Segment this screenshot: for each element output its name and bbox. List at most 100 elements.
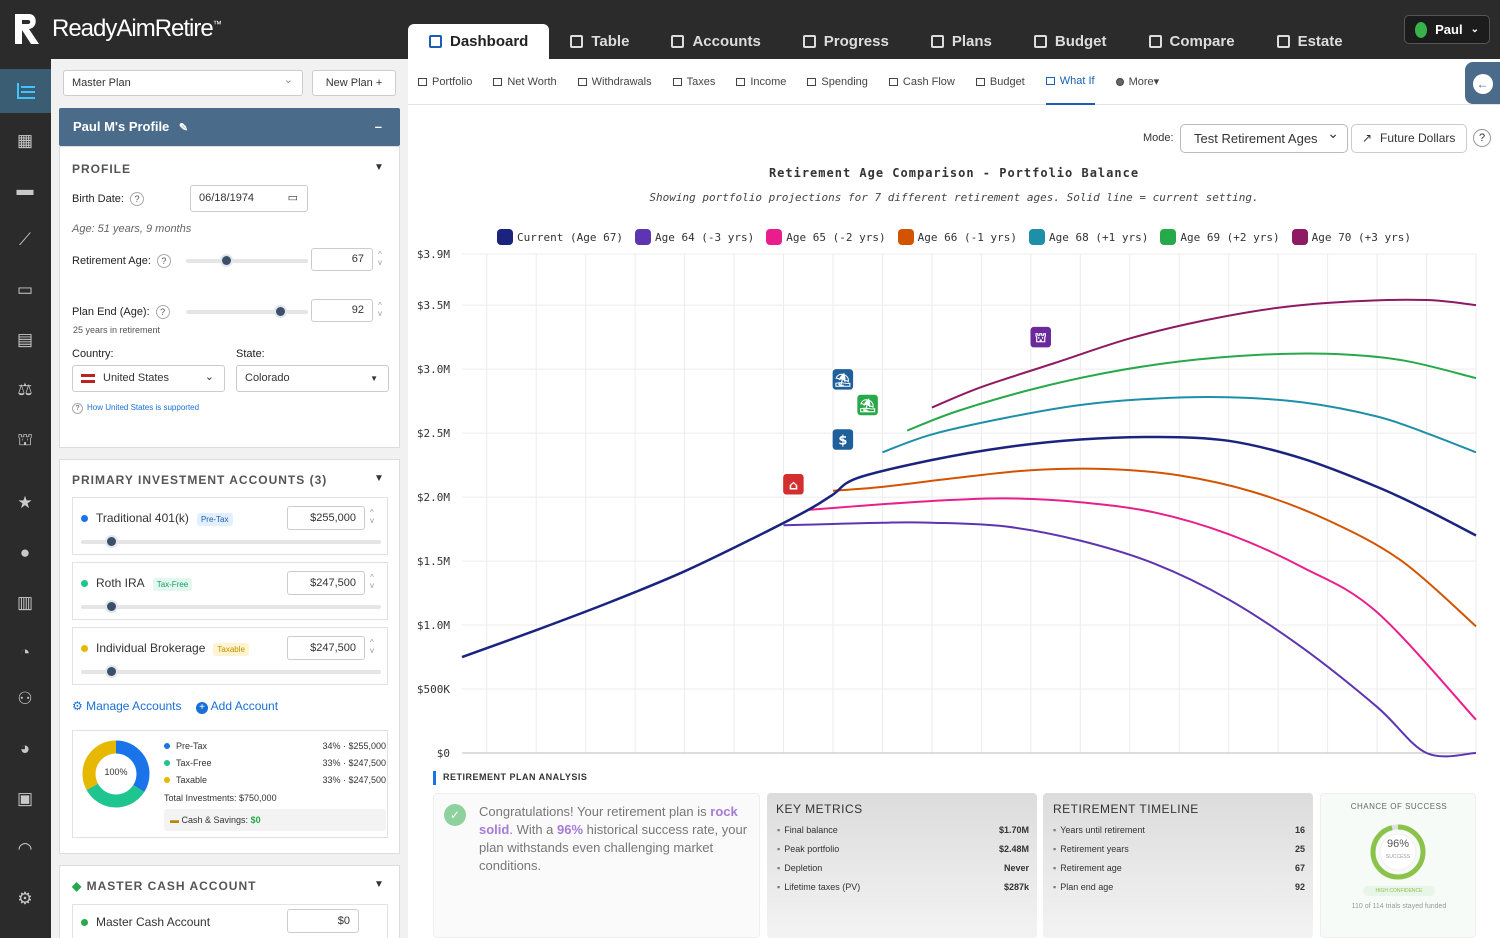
retirement-age-slider[interactable]: [186, 259, 308, 263]
add-account-link[interactable]: + Add Account: [196, 699, 278, 714]
gift-icon[interactable]: ▣: [16, 789, 34, 808]
edit-icon[interactable]: ✎: [178, 122, 189, 134]
profile-header[interactable]: Paul M's Profile ✎ –: [59, 108, 400, 146]
palette-icon[interactable]: ◕: [19, 739, 31, 758]
broadcast-icon[interactable]: ◔: [19, 643, 31, 662]
nav-tab-table[interactable]: Table: [549, 24, 650, 59]
stepper-icon[interactable]: ^ v: [378, 301, 382, 318]
collapse-panel-button[interactable]: ←: [1465, 62, 1500, 104]
caret-down-icon[interactable]: ▼: [374, 162, 384, 173]
nav-tab-dashboard[interactable]: Dashboard: [408, 24, 550, 59]
dollar-icon[interactable]: $: [831, 427, 855, 452]
retirement-age-input[interactable]: 67: [311, 248, 373, 271]
metric-value: $287k: [1003, 882, 1029, 892]
nav-tab-budget[interactable]: Budget: [1013, 24, 1128, 59]
help-icon[interactable]: ?: [156, 254, 171, 268]
nav-tab-plans[interactable]: Plans: [910, 24, 1013, 59]
help-button[interactable]: ?: [1473, 129, 1491, 147]
plan-end-input[interactable]: 92: [311, 299, 373, 322]
calendar-icon[interactable]: ▭: [287, 192, 298, 204]
logo[interactable]: ReadyAimRetire™: [12, 12, 222, 46]
birth-date-input[interactable]: 06/18/1974 ▭: [190, 185, 308, 212]
legend-item[interactable]: Age 70 (+3 yrs): [1291, 229, 1411, 245]
support-link[interactable]: ? How United States is supported: [72, 403, 199, 414]
subnav-tab-withdrawals[interactable]: Withdrawals: [577, 59, 652, 105]
master-cash-input[interactable]: $0: [287, 909, 359, 933]
user-menu-button[interactable]: Paul ⌄: [1404, 15, 1490, 44]
plan-end-knob[interactable]: [274, 305, 287, 318]
account-slider-knob[interactable]: [105, 600, 118, 613]
help-icon[interactable]: ?: [129, 192, 144, 206]
legend-item[interactable]: Age 66 (-1 yrs): [897, 229, 1017, 245]
palm-icon[interactable]: ⛱: [831, 367, 855, 392]
state-select[interactable]: Colorado ▼: [236, 365, 389, 392]
chart-line-icon[interactable]: ⟋: [19, 230, 31, 249]
help-icon[interactable]: ?: [155, 305, 170, 319]
chart-title: Retirement Age Comparison - Portfolio Ba…: [768, 166, 1140, 180]
account-slider[interactable]: [81, 540, 381, 544]
subnav-tab-spending[interactable]: Spending: [807, 59, 868, 105]
trend-icon: ▪: [777, 844, 781, 854]
headset-icon[interactable]: ◠: [17, 839, 33, 858]
account-slider-knob[interactable]: [105, 665, 118, 678]
nav-tab-progress[interactable]: Progress: [782, 24, 910, 59]
stepper-icon[interactable]: ^ v: [370, 638, 374, 655]
retirement-age-knob[interactable]: [220, 254, 233, 267]
nav-tab-estate[interactable]: Estate: [1256, 24, 1364, 59]
nav-tab-accounts[interactable]: Accounts: [650, 24, 781, 59]
mode-select[interactable]: Test Retirement Ages: [1180, 120, 1348, 153]
palm-icon[interactable]: ⛱: [855, 393, 880, 417]
legend-item[interactable]: Age 64 (-3 yrs): [634, 229, 754, 245]
legend-item[interactable]: Current (Age 67): [496, 229, 623, 245]
account-slider-knob[interactable]: [105, 535, 118, 548]
subnav-tab-portfolio[interactable]: Portfolio: [418, 59, 472, 105]
manage-accounts-link[interactable]: ⚙ Manage Accounts: [72, 699, 182, 713]
house-icon[interactable]: ⌂: [781, 472, 806, 497]
star-icon[interactable]: ★: [17, 493, 33, 512]
scale-icon[interactable]: ⚖: [17, 380, 33, 399]
folder-icon[interactable]: ▭: [16, 280, 34, 299]
stepper-icon[interactable]: ^ v: [370, 573, 374, 590]
subnav-tab-taxes[interactable]: Taxes: [672, 59, 715, 105]
new-plan-button[interactable]: New Plan +: [312, 70, 396, 96]
collapse-profile-button[interactable]: –: [374, 119, 382, 134]
legend-item[interactable]: Age 68 (+1 yrs): [1028, 229, 1148, 245]
caret-down-icon[interactable]: ▼: [374, 879, 384, 890]
account-slider[interactable]: [81, 670, 381, 674]
allocation-label: Taxable: [176, 775, 208, 785]
table-icon[interactable]: ▦: [16, 131, 34, 150]
caret-down-icon[interactable]: ▼: [374, 473, 384, 484]
future-dollars-button[interactable]: ↗ Future Dollars: [1351, 124, 1467, 153]
nav-tab-label: Progress: [823, 33, 889, 50]
lightbulb-icon[interactable]: ●: [19, 543, 31, 562]
legend-item[interactable]: Age 69 (+2 yrs): [1160, 229, 1280, 245]
plan-end-slider[interactable]: [186, 310, 308, 314]
stepper-icon[interactable]: ^ v: [370, 508, 374, 525]
account-badge: Pre-Tax: [196, 513, 233, 526]
stepper-icon[interactable]: ^ v: [378, 250, 382, 267]
master-cash-account: Master Cash Account $0: [72, 904, 388, 938]
congrats-text: Congratulations! Your retirement plan is…: [479, 803, 754, 875]
account-value-input[interactable]: $255,000: [287, 506, 365, 530]
rail-dashboard[interactable]: [0, 69, 51, 113]
news-icon[interactable]: ▥: [16, 593, 34, 612]
plan-select[interactable]: Master Plan: [63, 68, 303, 96]
account-value-input[interactable]: $247,500: [287, 636, 365, 660]
legend-item[interactable]: Age 65 (-2 yrs): [766, 229, 886, 245]
account-value-input[interactable]: $247,500: [287, 571, 365, 595]
subnav-tab-cash-flow[interactable]: Cash Flow: [888, 59, 955, 105]
subnav-tab-budget[interactable]: Budget: [975, 59, 1025, 105]
subnav-tab-what-if[interactable]: What If: [1045, 59, 1095, 105]
gear-icon[interactable]: ⚙: [17, 889, 33, 908]
bank-icon[interactable]: ⛫: [17, 430, 33, 449]
subnav-tab-more[interactable]: More ▾: [1115, 59, 1159, 105]
subnav-tab-net-worth[interactable]: Net Worth: [493, 59, 557, 105]
calendar-icon[interactable]: ▤: [16, 330, 34, 349]
nav-tab-compare[interactable]: Compare: [1128, 24, 1256, 59]
country-select[interactable]: United States ⌄: [72, 365, 225, 392]
subnav-tab-income[interactable]: Income: [736, 59, 786, 105]
user-gear-icon[interactable]: ⚇: [17, 689, 33, 708]
account-slider[interactable]: [81, 605, 381, 609]
wallet-icon[interactable]: ▬: [16, 180, 34, 199]
bank-icon[interactable]: ⛫: [1028, 325, 1053, 349]
